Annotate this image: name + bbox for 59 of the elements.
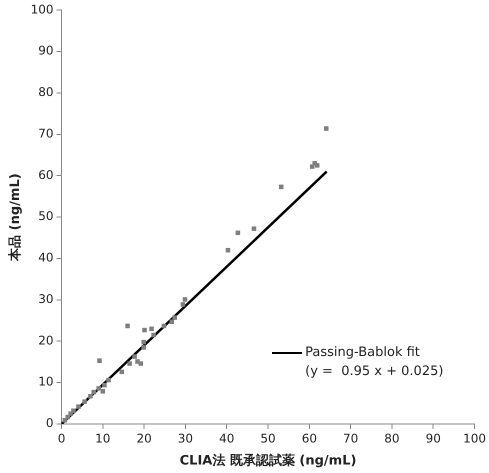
point [314,163,320,168]
x-tick-label: 70 [342,431,358,446]
y-tick-label: 80 [38,85,54,100]
point [141,340,146,344]
y-tick-label: 90 [38,44,54,58]
point [151,332,156,338]
point [149,326,154,332]
x-tick-label: 40 [219,431,234,446]
x-tick-label: 20 [136,431,152,446]
point [252,226,256,231]
point [62,418,68,423]
y-tick-label: 0 [46,416,54,430]
y-tick-label: 20 [38,333,54,348]
x-tick-label: 50 [260,431,276,446]
point [76,404,81,409]
point [106,378,111,382]
point [162,324,166,328]
point [100,389,106,394]
x-tick-label: 80 [384,431,400,446]
point [88,394,93,399]
y-tick-label: 70 [38,126,54,140]
point [96,386,101,391]
point [310,164,314,169]
x-tick-label: 0 [58,431,66,446]
x-tick-label: 100 [463,431,486,446]
point [182,297,188,302]
annotation: (y = 0.95 x + 0.025) [304,364,444,380]
x-tick-label: 10 [95,431,110,446]
point [125,324,130,328]
x-axis-title: CLIA法 既承認試薬 (ng/mL) [180,452,356,469]
point [141,345,146,350]
x-tick-label: 90 [426,431,441,446]
point [97,358,102,363]
point [170,320,174,324]
point [82,399,87,404]
point [180,302,186,307]
y-tick-label: 50 [38,209,54,224]
point [142,328,147,332]
point [120,370,124,374]
point [226,248,230,252]
y-tick-label: 40 [38,250,54,265]
y-tick-label: 100 [30,2,54,16]
y-axis-title: 本品 (ng/mL) [8,173,24,262]
point [138,361,144,366]
point [127,361,132,366]
point [91,390,96,394]
y-tick-label: 60 [38,168,54,182]
x-tick-label: 30 [178,431,194,446]
point [132,354,137,359]
point [172,315,177,320]
point [65,414,70,420]
x-tick-label: 60 [302,431,317,446]
legend-label: Passing-Bablok fit [305,345,420,360]
point [324,126,329,131]
point [102,382,107,388]
y-tick-label: 30 [38,292,54,306]
point [236,230,240,236]
point [278,184,284,190]
y-tick-label: 10 [38,374,54,389]
